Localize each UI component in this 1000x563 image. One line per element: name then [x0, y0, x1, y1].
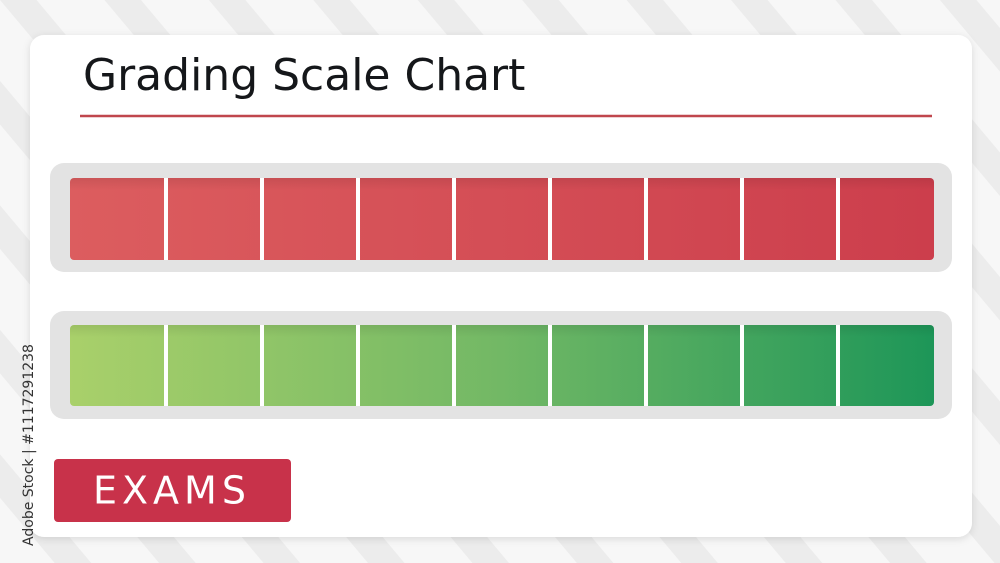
cell-divider	[356, 178, 360, 260]
red-bar-shade	[70, 178, 934, 260]
cell-divider	[836, 178, 840, 260]
cell-divider	[164, 178, 168, 260]
credit: Adobe Stock | #1117291238	[21, 344, 37, 546]
cell-divider	[452, 325, 456, 406]
green-bar-shade	[70, 325, 934, 406]
cell-divider	[548, 325, 552, 406]
cell-dividers	[164, 178, 840, 406]
cell-divider	[644, 325, 648, 406]
cell-divider	[260, 178, 264, 260]
cell-divider	[644, 178, 648, 260]
cell-divider	[548, 178, 552, 260]
exams-label[interactable]: EXAMS	[93, 469, 251, 513]
cell-divider	[740, 325, 744, 406]
cell-divider	[452, 178, 456, 260]
cell-divider	[836, 325, 840, 406]
cell-divider	[260, 325, 264, 406]
exams-button[interactable]	[54, 459, 291, 522]
cell-divider	[356, 325, 360, 406]
cell-divider	[740, 178, 744, 260]
cell-divider	[164, 325, 168, 406]
title: Grading Scale Chart	[83, 50, 525, 101]
